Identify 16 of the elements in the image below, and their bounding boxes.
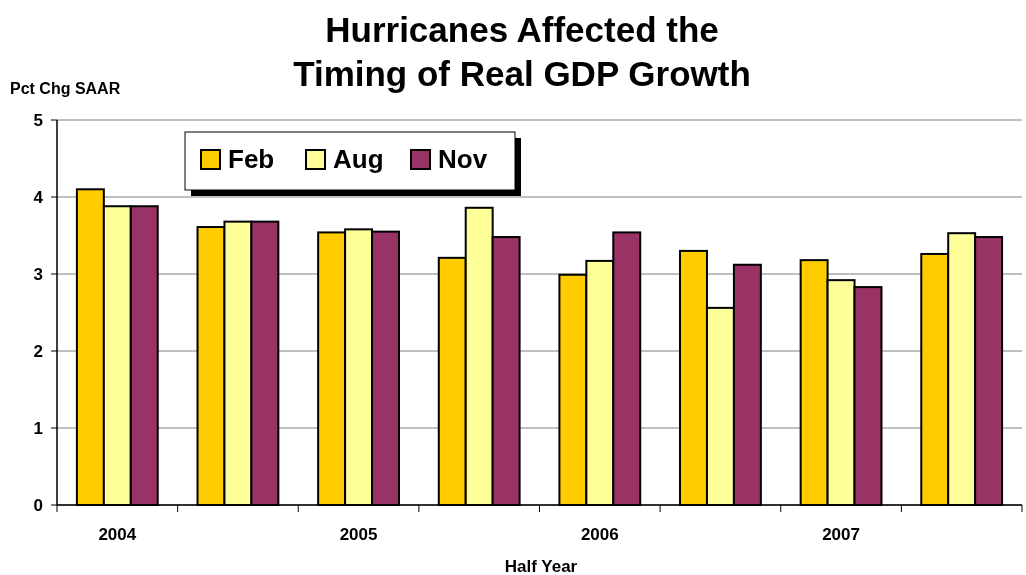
legend-label: Aug (333, 144, 384, 174)
chart-title: Hurricanes Affected the Timing of Real GDP Growth (293, 10, 751, 93)
x-tick-label: 2007 (822, 525, 860, 544)
y-tick-label: 3 (33, 264, 43, 284)
legend-label: Feb (228, 144, 275, 174)
x-tick-label: 2006 (580, 525, 619, 544)
y-tick-label: 4 (33, 187, 44, 207)
legend-label: Nov (438, 144, 488, 174)
y-tick-label: 2 (33, 341, 43, 361)
y-tick-label: 0 (33, 495, 43, 515)
y-tick-label: 5 (33, 110, 43, 130)
x-tick-label: 2004 (98, 525, 137, 544)
x-tick-label: 2005 (339, 525, 378, 544)
x-axis-title: Half Year (504, 557, 578, 575)
y-tick-label: 1 (33, 418, 43, 438)
y-axis-title: Pct Chg SAAR (10, 80, 121, 97)
